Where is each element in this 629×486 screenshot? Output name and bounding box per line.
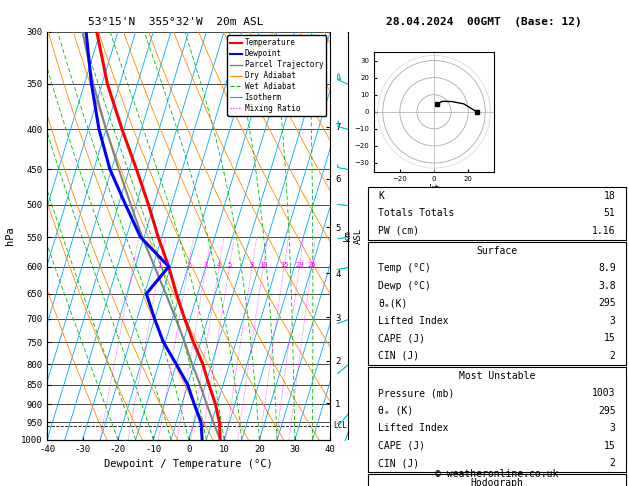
Text: CIN (J): CIN (J) bbox=[378, 458, 420, 468]
Text: Lifted Index: Lifted Index bbox=[378, 316, 448, 326]
Text: 1: 1 bbox=[157, 262, 162, 268]
Text: Pressure (mb): Pressure (mb) bbox=[378, 388, 455, 398]
Text: CAPE (J): CAPE (J) bbox=[378, 441, 425, 451]
Text: © weatheronline.co.uk: © weatheronline.co.uk bbox=[435, 469, 559, 479]
Text: 3: 3 bbox=[204, 262, 208, 268]
Text: θₑ(K): θₑ(K) bbox=[378, 298, 408, 308]
Text: PW (cm): PW (cm) bbox=[378, 226, 420, 236]
Text: LCL: LCL bbox=[333, 421, 347, 431]
Text: 2: 2 bbox=[610, 458, 616, 468]
Text: 15: 15 bbox=[604, 441, 616, 451]
Text: 295: 295 bbox=[598, 406, 616, 416]
Text: 3.8: 3.8 bbox=[598, 281, 616, 291]
Text: 8.9: 8.9 bbox=[598, 263, 616, 273]
Text: 53°15'N  355°32'W  20m ASL: 53°15'N 355°32'W 20m ASL bbox=[88, 17, 264, 27]
Text: 25: 25 bbox=[308, 262, 316, 268]
Text: 4: 4 bbox=[217, 262, 221, 268]
Text: K: K bbox=[378, 191, 384, 201]
Text: CAPE (J): CAPE (J) bbox=[378, 333, 425, 343]
Text: 18: 18 bbox=[604, 191, 616, 201]
Y-axis label: hPa: hPa bbox=[5, 226, 15, 245]
Text: 20: 20 bbox=[295, 262, 304, 268]
Text: 28.04.2024  00GMT  (Base: 12): 28.04.2024 00GMT (Base: 12) bbox=[386, 17, 582, 27]
Text: Temp (°C): Temp (°C) bbox=[378, 263, 431, 273]
Text: Hodograph: Hodograph bbox=[470, 478, 523, 486]
Text: CIN (J): CIN (J) bbox=[378, 351, 420, 361]
Text: 10: 10 bbox=[259, 262, 267, 268]
Text: 1.16: 1.16 bbox=[592, 226, 616, 236]
Text: 15: 15 bbox=[604, 333, 616, 343]
Text: 15: 15 bbox=[280, 262, 288, 268]
Text: Surface: Surface bbox=[476, 246, 518, 256]
X-axis label: Dewpoint / Temperature (°C): Dewpoint / Temperature (°C) bbox=[104, 459, 273, 469]
Legend: Temperature, Dewpoint, Parcel Trajectory, Dry Adiabat, Wet Adiabat, Isotherm, Mi: Temperature, Dewpoint, Parcel Trajectory… bbox=[227, 35, 326, 116]
Text: 2: 2 bbox=[610, 351, 616, 361]
Text: Lifted Index: Lifted Index bbox=[378, 423, 448, 433]
Text: Most Unstable: Most Unstable bbox=[459, 371, 535, 381]
Text: θₑ (K): θₑ (K) bbox=[378, 406, 413, 416]
Text: 51: 51 bbox=[604, 208, 616, 218]
X-axis label: kt: kt bbox=[429, 184, 439, 193]
Text: 1003: 1003 bbox=[592, 388, 616, 398]
Text: 8: 8 bbox=[250, 262, 254, 268]
Text: 3: 3 bbox=[610, 316, 616, 326]
Text: 3: 3 bbox=[610, 423, 616, 433]
Text: 295: 295 bbox=[598, 298, 616, 308]
Y-axis label: km
ASL: km ASL bbox=[343, 227, 363, 244]
Text: Totals Totals: Totals Totals bbox=[378, 208, 455, 218]
Text: 2: 2 bbox=[186, 262, 191, 268]
Text: 5: 5 bbox=[227, 262, 231, 268]
Text: Dewp (°C): Dewp (°C) bbox=[378, 281, 431, 291]
